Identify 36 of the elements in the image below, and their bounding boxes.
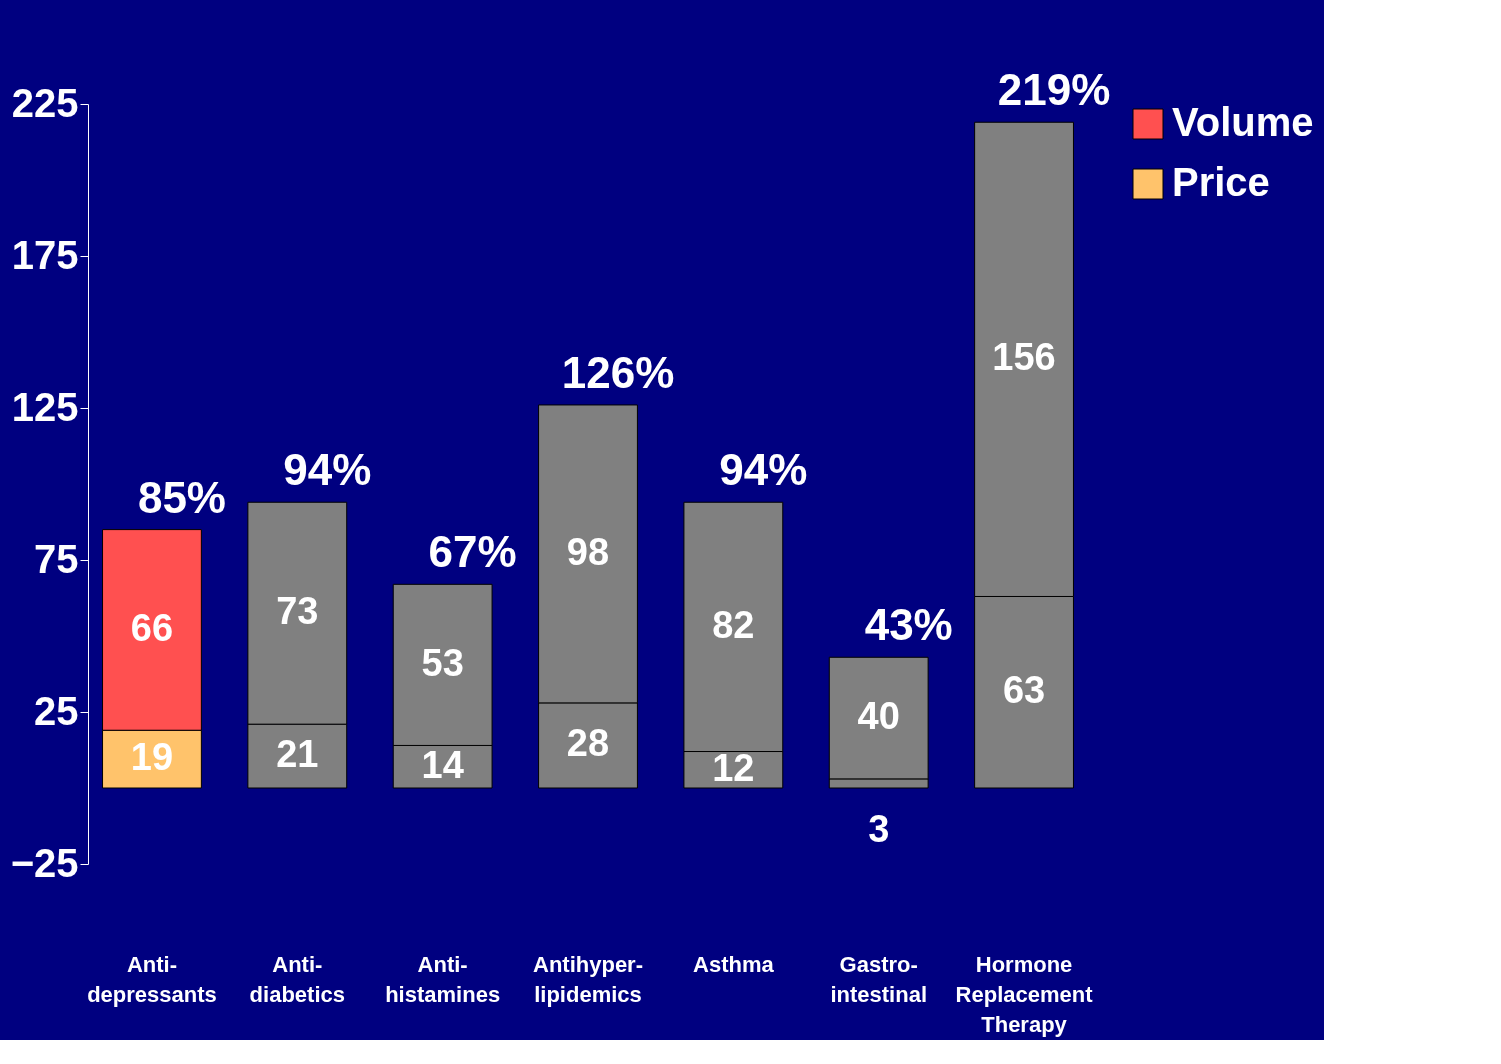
y-tick-label: 75 (34, 536, 79, 581)
data-label: 12 (712, 746, 755, 789)
x-tick-label: Hormone Replacement Therapy (955, 951, 1094, 1037)
data-label: 73 (276, 590, 319, 633)
total-label: 67% (428, 527, 517, 577)
total-label: 43% (864, 600, 953, 650)
legend-label: Price (1172, 160, 1270, 204)
x-tick-label: Gastro-intestinal (830, 951, 927, 1007)
data-label: 63 (1002, 669, 1046, 712)
data-label: 40 (857, 695, 900, 738)
y-tick-label: −25 (10, 840, 79, 885)
data-label: 28 (566, 722, 610, 765)
y-tick-label: 25 (34, 688, 79, 733)
x-tick-label: Anti-depressants (87, 951, 217, 1007)
y-tick-label: 125 (11, 384, 79, 429)
data-label: 14 (421, 743, 464, 786)
data-label: 98 (566, 530, 610, 573)
total-label: 94% (283, 445, 372, 495)
y-tick-label: 175 (11, 232, 79, 277)
x-tick-label: Anti-histamines (385, 951, 501, 1007)
total-label: 219% (997, 65, 1111, 115)
total-label: 126% (561, 347, 675, 397)
x-tick-label: Asthma (693, 951, 775, 977)
data-label: 82 (712, 603, 755, 646)
data-label: 3 (868, 808, 890, 850)
data-label: 53 (421, 641, 464, 684)
x-tick-label: Anti-diabetics (249, 951, 345, 1007)
x-tick-label: Antihyper-lipidemics (533, 951, 643, 1007)
data-label: 21 (276, 733, 319, 776)
data-label: 19 (130, 736, 174, 779)
y-tick-label: 225 (11, 80, 79, 125)
legend-label: Volume (1172, 100, 1314, 144)
data-label: 66 (130, 606, 174, 649)
total-label: 94% (719, 445, 808, 495)
data-label: 156 (992, 336, 1056, 379)
total-label: 85% (137, 472, 226, 522)
